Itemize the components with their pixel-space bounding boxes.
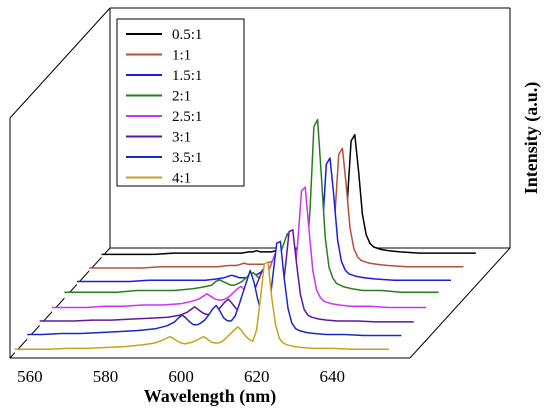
legend-label: 3.5:1 [172, 150, 202, 166]
legend-label: 2:1 [172, 89, 191, 105]
legend-label: 4:1 [172, 171, 191, 187]
x-tick-label: 620 [244, 367, 270, 386]
x-ticks: 560 580 600 620 640 [17, 367, 345, 386]
series-mask [52, 187, 427, 315]
series-mask [39, 229, 414, 328]
series-line-3-5-1 [27, 240, 402, 337]
x-tick-label: 600 [168, 367, 194, 386]
legend: 0.5:1 1:1 1.5:1 2:1 2.5:1 3:1 3.5:1 4:1 [116, 18, 245, 187]
chart-frame [9, 7, 511, 359]
x-tick-label: 580 [93, 367, 119, 386]
series-mask [27, 241, 402, 342]
x-axis-label: Wavelength (nm) [144, 386, 277, 407]
x-tick-label: 640 [320, 367, 346, 386]
legend-items: 0.5:1 1:1 1.5:1 2:1 2.5:1 3:1 3.5:1 4:1 [126, 27, 202, 187]
legend-box [116, 18, 245, 187]
frame-top-diagonal [9, 7, 111, 119]
legend-label: 2.5:1 [172, 109, 202, 125]
legend-label: 1.5:1 [172, 68, 202, 84]
legend-label: 0.5:1 [172, 27, 202, 43]
x-tick-label: 560 [17, 367, 43, 386]
spectra-group [14, 118, 476, 355]
frame-floor-left [9, 247, 111, 359]
legend-label: 3:1 [172, 130, 191, 146]
frame-floor-right [409, 247, 511, 359]
y-axis-label: Intensity (a.u.) [521, 82, 542, 195]
series-line-4-1 [14, 261, 389, 351]
legend-label: 1:1 [172, 48, 191, 64]
